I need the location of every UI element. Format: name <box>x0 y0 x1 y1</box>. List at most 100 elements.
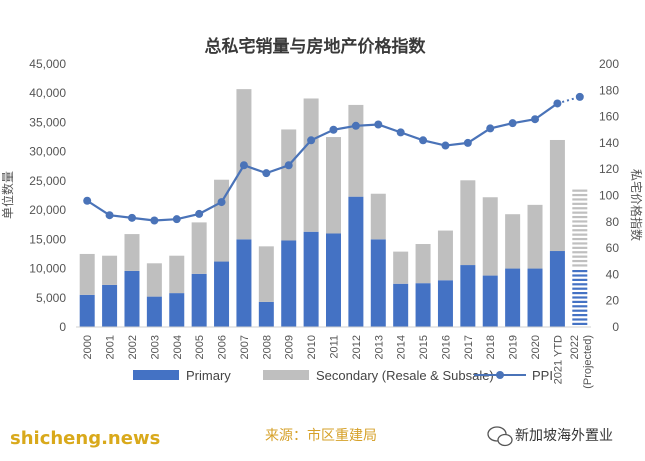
bar-primary-projected <box>572 292 588 295</box>
x-tick-label: 2006 <box>217 335 229 359</box>
bar-primary-projected <box>572 287 588 290</box>
bar-secondary <box>348 104 364 197</box>
ppi-point <box>307 136 316 145</box>
ppi-point <box>553 99 562 108</box>
y2-tick-label: 20 <box>606 294 620 308</box>
x-tick-label: 2005 <box>194 335 206 359</box>
bar-primary-projected <box>572 305 588 308</box>
bar-primary-projected <box>572 296 588 299</box>
x-tick-label: 2002 <box>127 335 139 359</box>
y2-tick-label: 80 <box>606 215 620 229</box>
y-tick-label: 30,000 <box>29 145 66 159</box>
bar-secondary-projected <box>572 189 588 192</box>
y2-tick-label: 100 <box>599 189 619 203</box>
bar-primary <box>326 233 341 327</box>
ppi-point <box>486 124 495 133</box>
x-tick-label: 2012 <box>351 335 363 359</box>
legend-swatch-secondary <box>263 370 309 380</box>
bar-primary <box>482 275 498 327</box>
y-tick-label: 10,000 <box>29 262 66 276</box>
x-tick-label: 2007 <box>239 335 251 359</box>
ppi-point <box>262 169 271 178</box>
x-tick-label: 2017 <box>463 335 475 359</box>
bar-secondary <box>460 180 476 266</box>
x-tick-label: 2003 <box>149 335 161 359</box>
bar-secondary <box>482 197 498 276</box>
bar-secondary-projected <box>572 202 588 205</box>
bar-primary <box>214 261 230 327</box>
bar-secondary <box>527 204 543 269</box>
x-tick-label: 2019 <box>508 335 520 359</box>
bar-primary <box>460 265 476 327</box>
bar-primary-projected <box>572 274 588 277</box>
x-tick-label: 2015 <box>418 335 430 359</box>
bar-secondary-projected <box>572 220 588 223</box>
y-axis-left: 0 5,000 10,000 15,000 20,000 25,000 30,000 35,0… <box>29 57 66 334</box>
y-tick-label: 45,000 <box>29 57 66 71</box>
bar-primary-projected <box>572 318 588 321</box>
bar-primary <box>124 270 140 327</box>
ppi-point <box>217 198 226 207</box>
bar-primary <box>437 280 453 327</box>
ppi-point <box>531 115 540 124</box>
ppi-line-projected <box>557 95 581 105</box>
y2-tick-label: 140 <box>599 136 619 150</box>
footer-source: 来源：市区重建局 <box>265 427 377 444</box>
bar-primary <box>415 283 431 327</box>
bar-secondary <box>258 246 274 302</box>
bar-secondary <box>437 230 453 281</box>
ppi-point <box>284 161 293 170</box>
bar-secondary <box>281 129 297 241</box>
bar-primary <box>258 301 274 327</box>
footer-brand: shicheng.news <box>10 428 160 449</box>
ppi-point <box>127 213 136 222</box>
bar-secondary <box>214 179 230 262</box>
x-tick-label: 2001 <box>105 335 117 359</box>
y-axis-right-label: 私宅价格指数 <box>629 169 644 241</box>
bar-primary <box>370 239 386 327</box>
bar-primary <box>549 251 565 327</box>
wechat-icon <box>487 426 513 447</box>
ppi-point <box>419 136 428 145</box>
x-tick-label: 2020 <box>530 335 542 359</box>
ppi-point <box>172 215 181 224</box>
bar-secondary-projected <box>572 264 588 267</box>
bar-secondary <box>370 193 386 240</box>
x-tick-label: 2016 <box>440 335 452 359</box>
legend-swatch-primary <box>133 370 179 380</box>
bar-primary <box>527 268 543 327</box>
y2-tick-label: 0 <box>612 320 619 334</box>
bar-secondary-projected <box>572 198 588 201</box>
bar-primary <box>505 268 521 327</box>
bar-secondary-projected <box>572 251 588 254</box>
bar-primary-projected <box>572 314 588 317</box>
bar-secondary-projected <box>572 242 588 245</box>
ppi-point <box>508 119 517 128</box>
bar-primary-projected <box>572 278 588 281</box>
bar-primary-projected <box>572 283 588 286</box>
y-tick-label: 15,000 <box>29 232 66 246</box>
ppi-point <box>105 211 114 220</box>
x-tick-label: 2000 <box>82 335 94 359</box>
x-tick-label: 2004 <box>172 335 184 359</box>
y-axis-left-label: 单位数量 <box>0 171 15 219</box>
legend-marker-ppi <box>496 371 504 379</box>
bar-secondary <box>393 251 409 284</box>
bar-primary <box>348 196 364 327</box>
bar-primary <box>393 283 409 327</box>
legend-label-ppi: PPI <box>532 368 553 383</box>
ppi-point <box>396 128 405 137</box>
ppi-line <box>83 92 584 225</box>
bar-primary <box>281 240 297 327</box>
legend-label-primary: Primary <box>186 368 231 383</box>
x-tick-label: 2010 <box>306 335 318 359</box>
y-tick-label: 0 <box>59 320 66 334</box>
ppi-line-path <box>86 102 559 222</box>
x-tick-label: 2021 YTD <box>552 335 564 384</box>
bar-primary <box>169 293 185 327</box>
bar-primary <box>303 231 319 327</box>
ppi-point <box>351 121 360 130</box>
x-tick-label: 2022 <box>569 335 581 359</box>
bar-secondary-projected <box>572 233 588 236</box>
